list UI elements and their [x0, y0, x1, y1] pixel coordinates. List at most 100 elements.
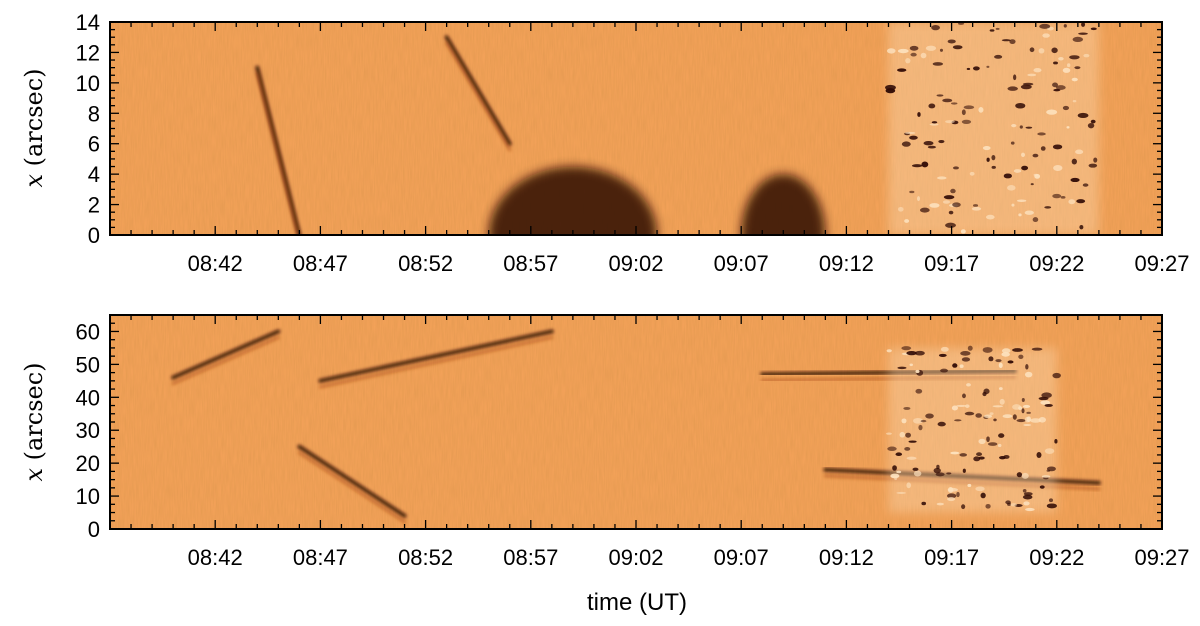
speckle-dark	[946, 472, 952, 475]
y-tick-label: 14	[76, 10, 100, 35]
speckle-light	[897, 48, 909, 54]
speckle-dark	[961, 504, 966, 510]
speckle-light	[1021, 472, 1029, 479]
speckle-light	[909, 363, 913, 367]
speckle-dark	[940, 368, 948, 373]
speckle-dark	[985, 503, 991, 509]
speckle-dark	[998, 433, 1005, 438]
speckle-dark	[1081, 22, 1086, 27]
speckle-dark	[1029, 47, 1035, 53]
speckle-light	[999, 398, 1005, 405]
speckle-dark	[917, 112, 921, 117]
speckle-dark	[980, 492, 986, 499]
speckle-dark	[1040, 146, 1046, 151]
speckle-dark	[986, 157, 990, 162]
speckle-dark	[991, 165, 996, 169]
speckle-light	[1024, 371, 1033, 378]
speckle-dark	[952, 166, 959, 170]
speckle-dark	[957, 22, 965, 25]
speckle-light	[1034, 173, 1041, 179]
speckle-dark	[1016, 472, 1023, 478]
speckle-dark	[942, 98, 953, 103]
speckle-light	[1066, 126, 1070, 129]
speckle-dark	[987, 442, 998, 446]
speckle-dark	[937, 421, 946, 427]
axis-ticks	[109, 21, 1163, 236]
speckle-dark	[952, 202, 961, 208]
speckle-light	[1007, 185, 1016, 191]
speckle-light	[1038, 48, 1045, 54]
speckle-light	[978, 438, 986, 445]
speckle-dark	[931, 25, 940, 31]
y-tick-label: 60	[76, 319, 100, 344]
x-tick-label: 09:07	[714, 251, 769, 276]
speckle-dark	[1048, 498, 1054, 503]
speckle-light	[975, 486, 985, 492]
speckle-dark	[1030, 183, 1034, 186]
speckle-light	[898, 206, 904, 212]
speckle-dark	[936, 94, 944, 97]
speckle-light	[982, 146, 991, 151]
speckle-dark	[1032, 153, 1039, 158]
x-tick-label: 09:22	[1029, 251, 1084, 276]
speckle-dark	[909, 190, 915, 194]
speckle-dark	[947, 39, 956, 44]
speckle-dark	[905, 432, 911, 438]
speckle-light	[1013, 169, 1022, 173]
speckle-dark	[914, 350, 925, 356]
speckle-dark	[912, 467, 919, 471]
speckle-dark	[1039, 23, 1051, 29]
x-tick-label: 08:57	[503, 251, 558, 276]
speckle-light	[929, 123, 939, 126]
speckle-dark	[1001, 39, 1011, 42]
y-tick-label: 0	[88, 223, 100, 248]
speckle-dark	[982, 347, 993, 353]
speckle-dark	[1007, 502, 1012, 506]
speckle-dark	[1020, 84, 1032, 90]
speckle-dark	[967, 345, 973, 351]
speckle-dark	[910, 52, 917, 57]
speckle-light	[913, 470, 922, 477]
speckle-light	[985, 214, 995, 220]
speckle-light	[1071, 77, 1078, 82]
x-tick-label: 09:12	[819, 251, 874, 276]
speckle-dark	[1053, 88, 1061, 92]
speckle-dark	[983, 388, 990, 395]
speckle-dark	[995, 359, 1002, 363]
streak	[171, 329, 281, 380]
speckle-dark	[1021, 165, 1029, 171]
y-tick-label: 10	[76, 484, 100, 509]
speckle-light	[1025, 507, 1035, 512]
streak-halo	[171, 335, 280, 386]
speckle-dark	[1082, 183, 1089, 187]
speckle-dark	[933, 467, 941, 474]
speckle-light	[951, 405, 958, 411]
speckle-dark	[962, 468, 966, 473]
speckle-dark	[1071, 158, 1077, 165]
speckle-dark	[1022, 494, 1033, 500]
speckle-dark	[950, 188, 956, 194]
x-tick-label: 08:52	[398, 251, 453, 276]
speckle-dark	[972, 66, 980, 71]
x-tick-label: 09:17	[924, 251, 979, 276]
speckle-light	[913, 417, 923, 424]
y-tick-label: 4	[88, 162, 100, 187]
y-tick-labels: 0 2 4 6 8 10 12 14	[76, 10, 100, 248]
y-tick-label: 50	[76, 352, 100, 377]
speckle-light	[942, 200, 951, 204]
speckle-dark	[1021, 408, 1025, 414]
speckle-light	[967, 483, 972, 487]
y-tick-label: 8	[88, 101, 100, 126]
speckle-light	[960, 229, 966, 234]
x-tick-label: 08:52	[398, 545, 453, 570]
speckle-dark	[1069, 55, 1080, 60]
speckle-dark	[901, 346, 912, 351]
streak-halo	[297, 451, 407, 524]
y-tick-label: 0	[88, 517, 100, 542]
speckle-light	[1027, 73, 1037, 77]
speckle-dark	[938, 353, 947, 357]
speckle-dark	[948, 210, 954, 215]
y-tick-label: 10	[76, 71, 100, 96]
speckle-dark	[1007, 360, 1014, 364]
speckle-light	[1083, 53, 1090, 58]
